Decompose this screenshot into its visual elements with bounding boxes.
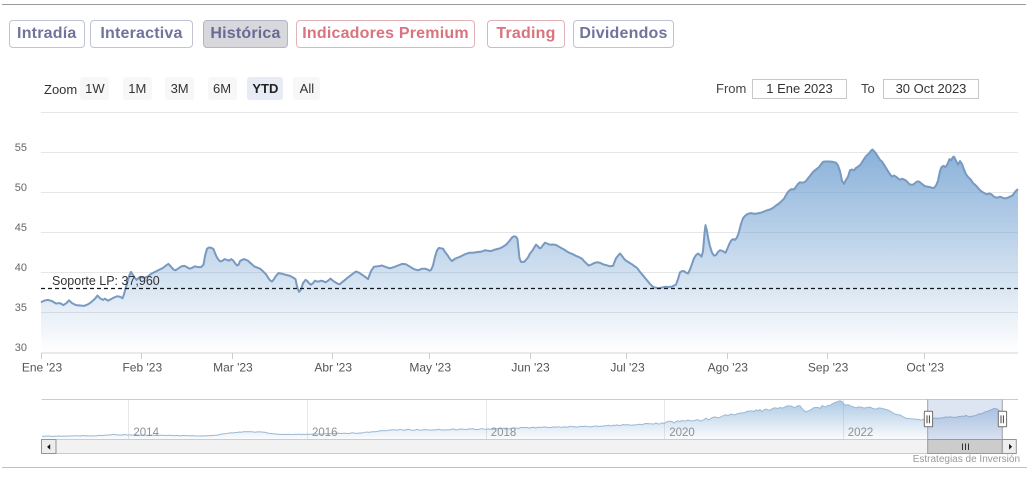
svg-text:2018: 2018	[491, 427, 517, 439]
svg-text:Abr '23: Abr '23	[314, 361, 352, 375]
svg-text:Oct '23: Oct '23	[906, 361, 944, 375]
svg-text:55: 55	[15, 142, 27, 154]
svg-text:35: 35	[15, 302, 27, 314]
svg-text:May '23: May '23	[409, 361, 451, 375]
svg-text:Ago '23: Ago '23	[708, 361, 749, 375]
svg-text:Feb '23: Feb '23	[122, 361, 162, 375]
svg-text:2022: 2022	[848, 427, 874, 439]
svg-text:50: 50	[15, 182, 27, 194]
svg-text:2014: 2014	[133, 427, 159, 439]
svg-text:Estrategias de Inversión: Estrategias de Inversión	[913, 454, 1020, 465]
svg-text:Soporte LP: 37,960: Soporte LP: 37,960	[52, 274, 160, 288]
svg-text:30: 30	[15, 342, 27, 354]
svg-text:45: 45	[15, 222, 27, 234]
svg-text:Jun '23: Jun '23	[511, 361, 550, 375]
svg-text:40: 40	[15, 262, 27, 274]
svg-text:2016: 2016	[312, 427, 338, 439]
svg-text:Ene '23: Ene '23	[22, 361, 63, 375]
svg-text:2020: 2020	[669, 427, 695, 439]
svg-text:Mar '23: Mar '23	[213, 361, 253, 375]
svg-text:Sep '23: Sep '23	[808, 361, 849, 375]
svg-text:Jul '23: Jul '23	[610, 361, 645, 375]
